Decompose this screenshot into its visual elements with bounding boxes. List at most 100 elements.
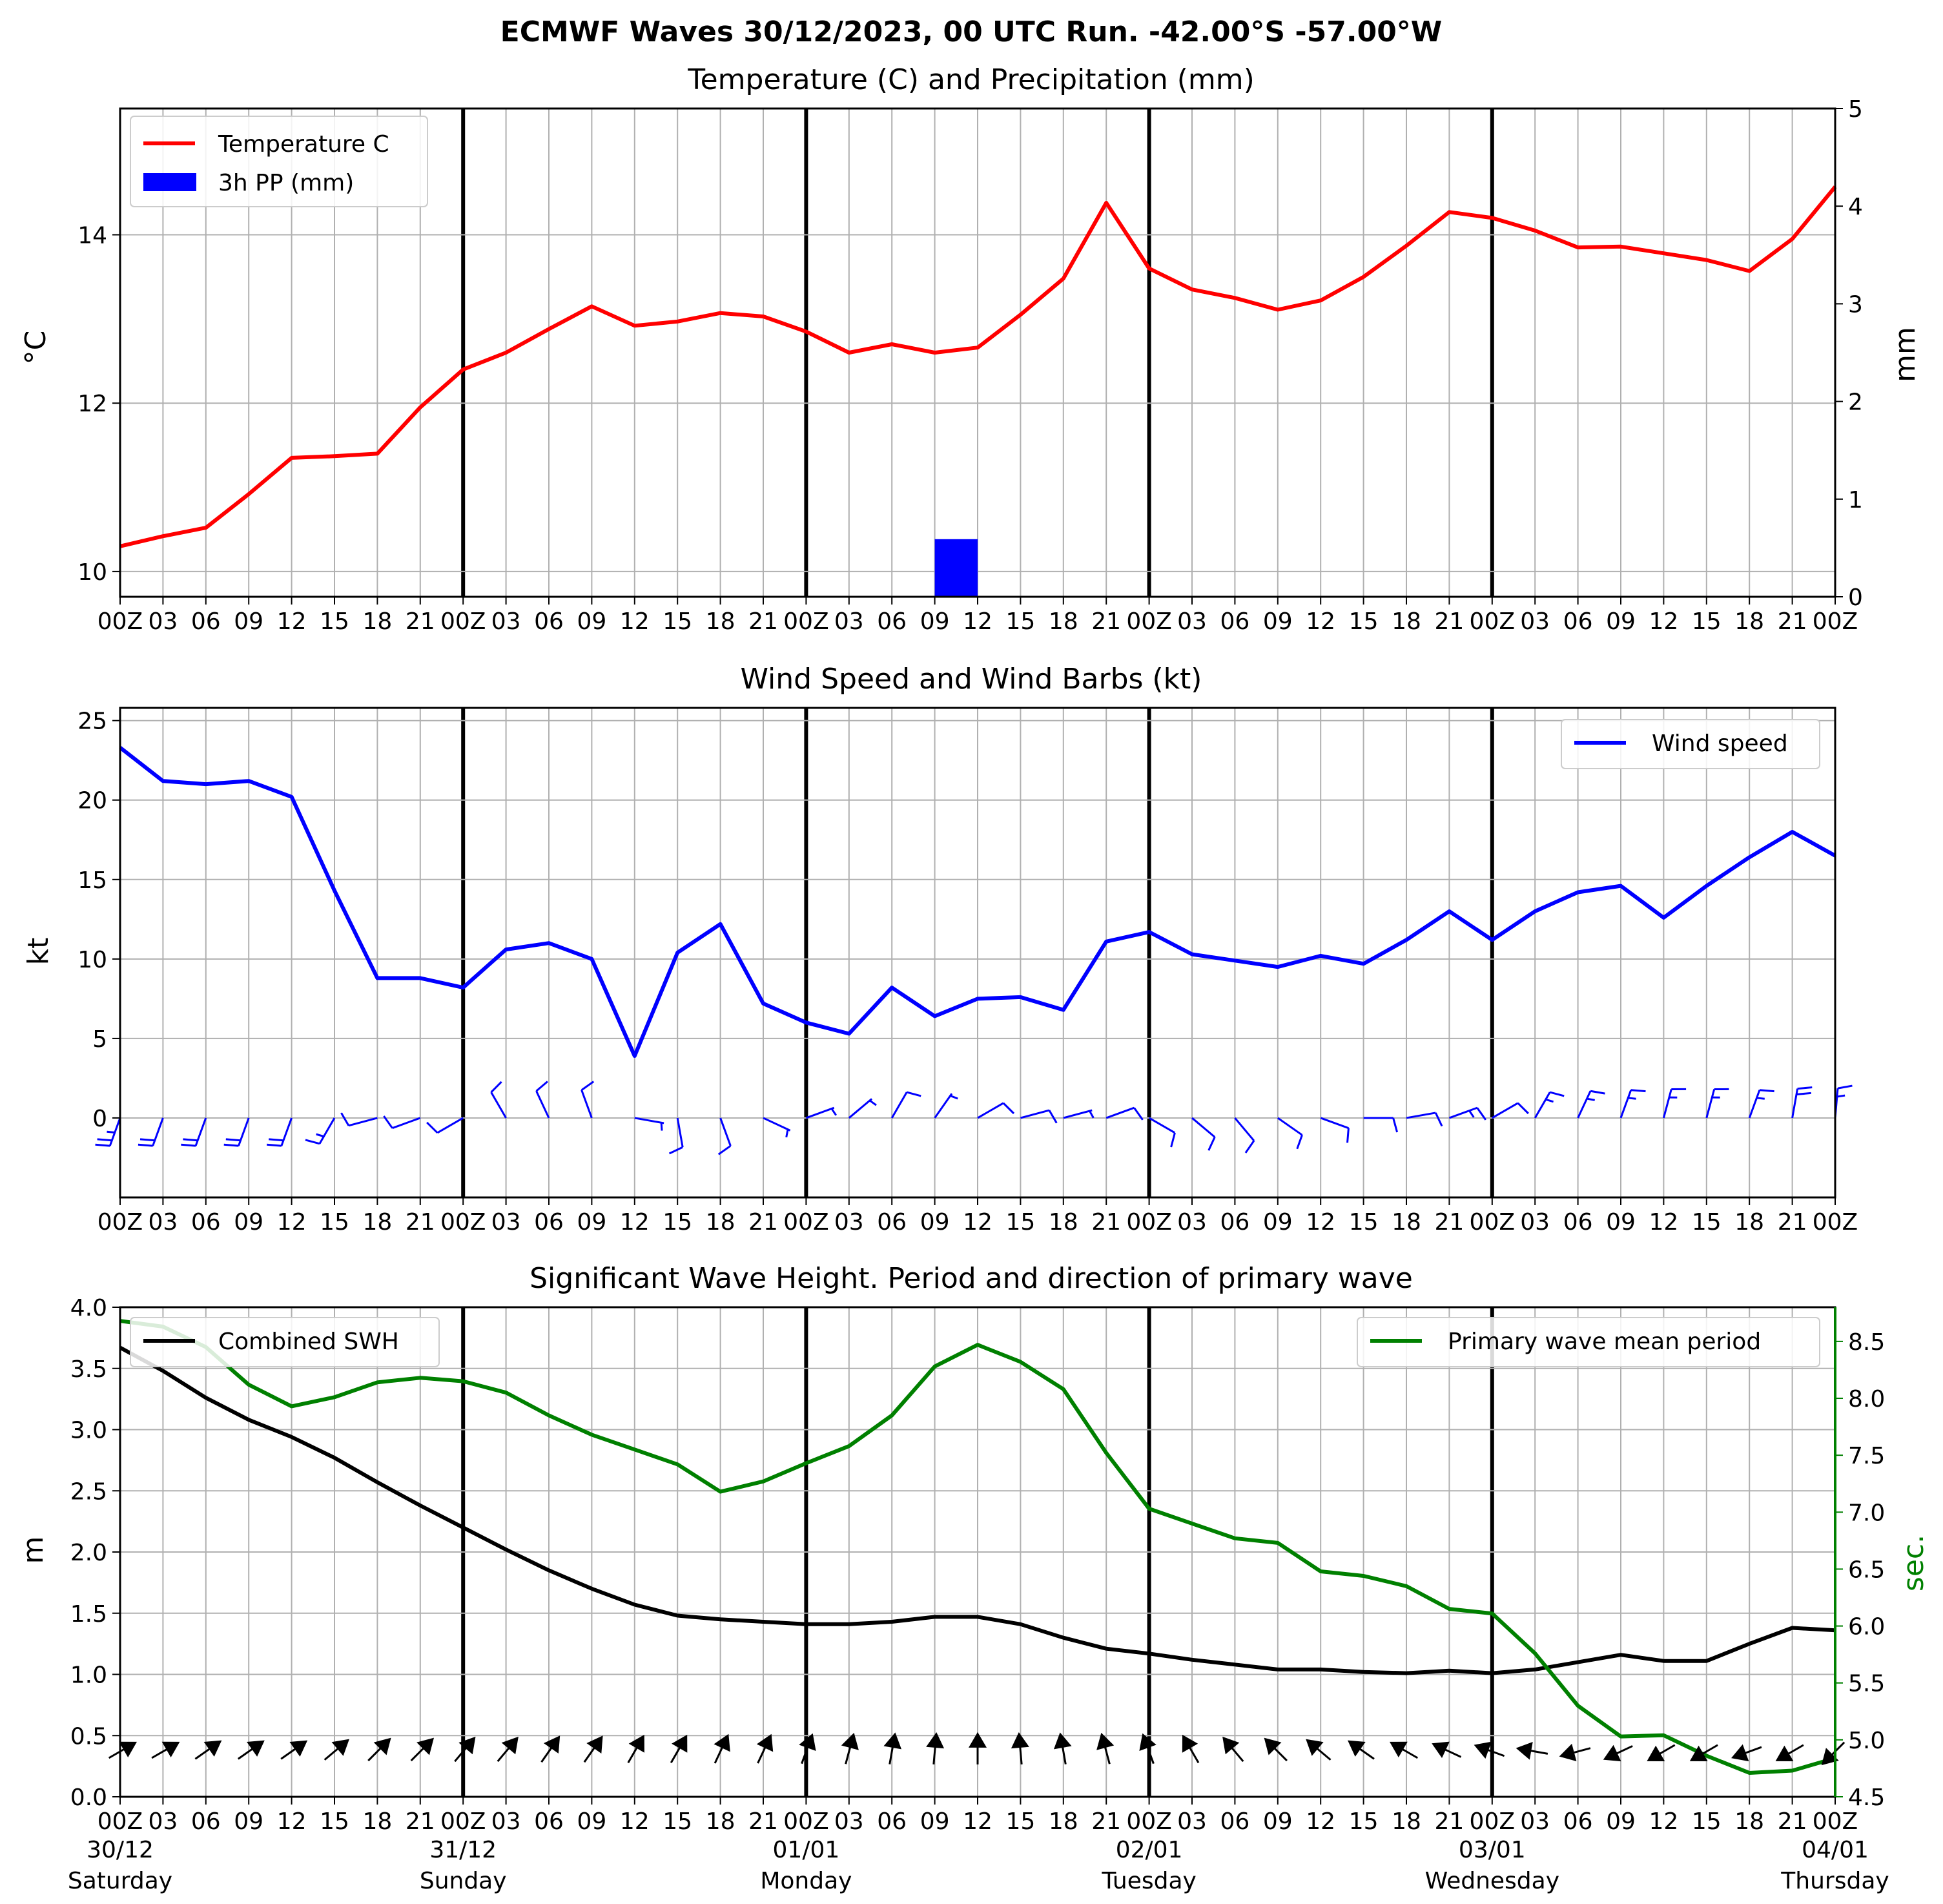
x-tick-label: 21 <box>1778 1209 1807 1236</box>
wave-arrow-head <box>1647 1745 1665 1762</box>
x-tick-label: 03 <box>491 1209 521 1236</box>
wave-arrow-head <box>1348 1740 1366 1757</box>
wind-barb-staff <box>676 1117 684 1148</box>
wave-direction-arrow <box>1516 1742 1548 1760</box>
wind-barb-feather <box>340 1112 350 1126</box>
y-tick-label: 3.0 <box>70 1418 107 1444</box>
wave-arrow-head <box>416 1737 435 1755</box>
wind-barb-staff <box>1619 1090 1632 1119</box>
figure-title: ECMWF Waves 30/12/2023, 00 UTC Run. -42.… <box>500 16 1443 48</box>
x-tick-label: 21 <box>1434 608 1464 635</box>
panel3-axes: 0.0 0.5 1.0 1.5 2.0 2.5 3.0 3.5 4.0 4.5 5.0 5.5 6.0 6… <box>70 1295 1886 1835</box>
wind-barb-staff <box>318 1117 336 1144</box>
wind-barb-staff <box>1534 1092 1551 1119</box>
x-tick-label: 06 <box>534 608 564 635</box>
wind-barb-staff <box>1063 1109 1093 1119</box>
x-tick-label: 03 <box>1520 608 1550 635</box>
wave-direction-arrow <box>324 1739 349 1761</box>
wind-barb <box>1492 1102 1529 1119</box>
y2-tick-label: 7.0 <box>1848 1500 1885 1526</box>
wave-direction-arrow <box>454 1736 476 1763</box>
wind-barb-staff <box>1105 1106 1135 1119</box>
x-tick-label: 03 <box>1520 1808 1550 1835</box>
weekday-label: Thursday <box>1780 1868 1889 1894</box>
date-label: 02/01 <box>1116 1837 1183 1863</box>
x-tick-label: 00Z <box>440 608 486 635</box>
wind-barb-staff <box>890 1092 908 1119</box>
wind-barb-staff <box>437 1117 464 1134</box>
wind-barb <box>1748 1089 1774 1119</box>
x-tick-label: 00Z <box>1470 608 1515 635</box>
wave-arrow-head <box>1139 1733 1157 1752</box>
x-tick-label: 12 <box>1649 1209 1678 1236</box>
x-tick-label: 00Z <box>440 1209 486 1236</box>
wave-direction-arrow <box>367 1737 391 1762</box>
wind-barb-feather <box>906 1091 921 1097</box>
y2-tick-label: 5.5 <box>1848 1671 1885 1697</box>
wind-barb-staff <box>934 1093 953 1119</box>
x-tick-label: 00Z <box>1813 1808 1858 1835</box>
x-tick-label: 09 <box>234 1808 263 1835</box>
wind-barb <box>138 1117 164 1147</box>
y-tick-label: 14 <box>77 223 107 249</box>
legend-swh-label: Combined SWH <box>218 1329 399 1355</box>
wave-direction-arrow <box>1559 1743 1591 1761</box>
x-tick-label: 15 <box>320 608 349 635</box>
x-tick-label: 03 <box>491 1808 521 1835</box>
weekday-label: Wednesday <box>1425 1868 1559 1894</box>
wind-barb-staff <box>1705 1089 1716 1119</box>
wave-direction-arrow <box>1647 1744 1676 1762</box>
wind-barb-staff <box>1577 1090 1592 1119</box>
wind-barb-staff <box>1320 1117 1349 1130</box>
x-tick-label: 00Z <box>1470 1808 1515 1835</box>
wave-arrow-head <box>1182 1734 1198 1753</box>
wave-direction-arrow <box>1731 1744 1762 1762</box>
wind-barb <box>1191 1117 1216 1151</box>
x-tick-label: 15 <box>1005 608 1035 635</box>
y2-tick-label: 4.5 <box>1848 1785 1885 1811</box>
wave-arrow-head <box>1096 1732 1115 1750</box>
x-tick-label: 15 <box>663 1808 692 1835</box>
wind-barb <box>1148 1117 1176 1148</box>
wind-barb-feather <box>305 1139 320 1145</box>
wave-direction-arrow <box>926 1732 945 1764</box>
wave-arrow-head <box>1053 1732 1072 1750</box>
y-tick-label: 5 <box>92 1026 107 1053</box>
x-tick-label: 21 <box>748 1808 778 1835</box>
wave-arrow-head <box>1306 1739 1324 1756</box>
x-tick-label: 21 <box>748 1209 778 1236</box>
x-tick-label: 00Z <box>783 608 828 635</box>
wind-barb-half-feather <box>830 1108 838 1116</box>
panel1-data <box>119 185 1837 597</box>
wind-barb-staff <box>805 1106 835 1119</box>
x-tick-label: 12 <box>277 1209 307 1236</box>
wind-barb-staff <box>634 1117 664 1124</box>
wave-direction-arrow <box>1053 1732 1072 1764</box>
wind-barb-feather <box>1244 1140 1255 1154</box>
x-tick-label: 06 <box>1220 1209 1249 1236</box>
wind-barb-half-feather <box>869 1099 877 1106</box>
y2-tick-label: 6.0 <box>1848 1614 1885 1640</box>
x-tick-label: 00Z <box>1470 1209 1515 1236</box>
wave-direction-arrow <box>1348 1740 1375 1760</box>
x-tick-label: 18 <box>1734 608 1764 635</box>
weekday-label: Sunday <box>420 1868 507 1894</box>
wave-panel: Significant Wave Height. Period and dire… <box>17 1262 1930 1835</box>
x-tick-label: 06 <box>877 1209 907 1236</box>
y2-tick-label: 7.5 <box>1848 1443 1885 1469</box>
wind-barb-feather <box>581 1081 595 1091</box>
wind-barb-staff <box>1234 1117 1255 1142</box>
wave-direction-arrow <box>1474 1741 1505 1759</box>
wind-barb <box>1406 1112 1443 1127</box>
wind-barb <box>535 1081 550 1119</box>
wind-barb <box>848 1098 877 1119</box>
wind-barb <box>934 1093 958 1119</box>
y2-tick-label: 6.5 <box>1848 1557 1885 1583</box>
wind-barb-feather <box>139 1138 155 1142</box>
x-tick-label: 03 <box>491 608 521 635</box>
x-tick-label: 06 <box>1220 608 1249 635</box>
panel1-legend: Temperature C 3h PP (mm) <box>130 116 428 207</box>
wind-barb-half-feather <box>1628 1097 1636 1100</box>
x-tick-label: 12 <box>620 1808 650 1835</box>
x-tick-label: 15 <box>1349 608 1379 635</box>
